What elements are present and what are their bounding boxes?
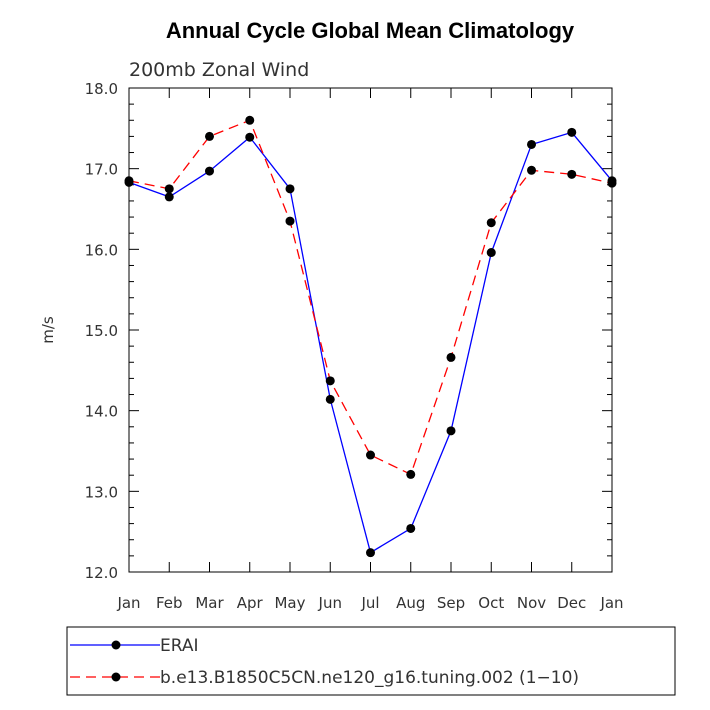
series-1-point <box>245 115 255 125</box>
series-line-0 <box>128 131 613 554</box>
series-1-point <box>607 178 617 188</box>
series-1-point <box>285 216 295 226</box>
legend-marker-1 <box>111 672 121 682</box>
chart-title: Annual Cycle Global Mean Climatology <box>166 18 575 43</box>
chart-subtitle: 200mb Zonal Wind <box>129 59 309 81</box>
legend: ERAI b.e13.B1850C5CN.ne120_g16.tuning.002… <box>70 636 579 688</box>
x-tick-label: Nov <box>517 594 546 612</box>
y-tick-label: 18.0 <box>85 80 118 98</box>
series-0-point <box>164 192 174 202</box>
series-1-point <box>406 469 416 479</box>
legend-box <box>66 626 676 696</box>
series-1-point <box>446 352 456 362</box>
x-tick-label: Aug <box>396 594 425 612</box>
x-tick-label: Apr <box>237 594 264 612</box>
series-0-point <box>285 184 295 194</box>
y-axis-label: m/s <box>39 316 57 344</box>
legend-label-1: b.e13.B1850C5CN.ne120_g16.tuning.002 (1−… <box>160 668 579 688</box>
series-0-point <box>567 127 577 137</box>
y-axis: 12.0 13.0 14.0 15.0 16.0 17.0 18.0 <box>85 80 612 582</box>
series-1-point <box>205 131 214 141</box>
legend-label-0: ERAI <box>160 636 199 656</box>
x-tick-label: Jun <box>318 594 342 612</box>
x-tick-label: Jan <box>116 594 140 612</box>
series-1-point <box>124 176 134 186</box>
x-tick-label: Sep <box>437 594 465 612</box>
x-tick-label: Jul <box>360 594 379 612</box>
x-tick-label: May <box>274 594 305 612</box>
series-line-1 <box>128 119 613 476</box>
y-tick-label: 16.0 <box>85 241 118 259</box>
series-0-point <box>325 394 335 404</box>
y-tick-label: 14.0 <box>85 403 118 421</box>
series-1-point <box>567 169 577 179</box>
series-1-point <box>486 218 496 228</box>
y-tick-label: 13.0 <box>85 483 118 501</box>
x-axis: Jan Feb Mar Apr May Jun Jul Aug Sep Oct Nov Dec Jan <box>116 88 624 612</box>
y-tick-label: 17.0 <box>85 161 118 179</box>
y-tick-label: 12.0 <box>85 564 118 582</box>
x-tick-label: Oct <box>478 594 504 612</box>
series-0-point <box>527 139 536 149</box>
legend-marker-0 <box>111 640 121 650</box>
series-0-point <box>446 426 456 436</box>
x-tick-label: Mar <box>195 594 224 612</box>
series-0-point <box>366 548 375 558</box>
x-tick-label: Feb <box>156 594 183 612</box>
plot-frame <box>128 87 613 573</box>
series-1-point <box>366 450 375 460</box>
series-1-point <box>164 184 174 194</box>
x-tick-label: Jan <box>599 594 623 612</box>
series-0-point <box>205 166 214 176</box>
series-1-point <box>527 165 536 175</box>
series-1-point <box>325 376 335 386</box>
series-layer <box>124 115 617 558</box>
series-0-point <box>406 523 416 533</box>
x-tick-label: Dec <box>557 594 586 612</box>
series-0-point <box>245 132 255 142</box>
series-0-point <box>486 248 496 258</box>
y-tick-label: 15.0 <box>85 322 118 340</box>
